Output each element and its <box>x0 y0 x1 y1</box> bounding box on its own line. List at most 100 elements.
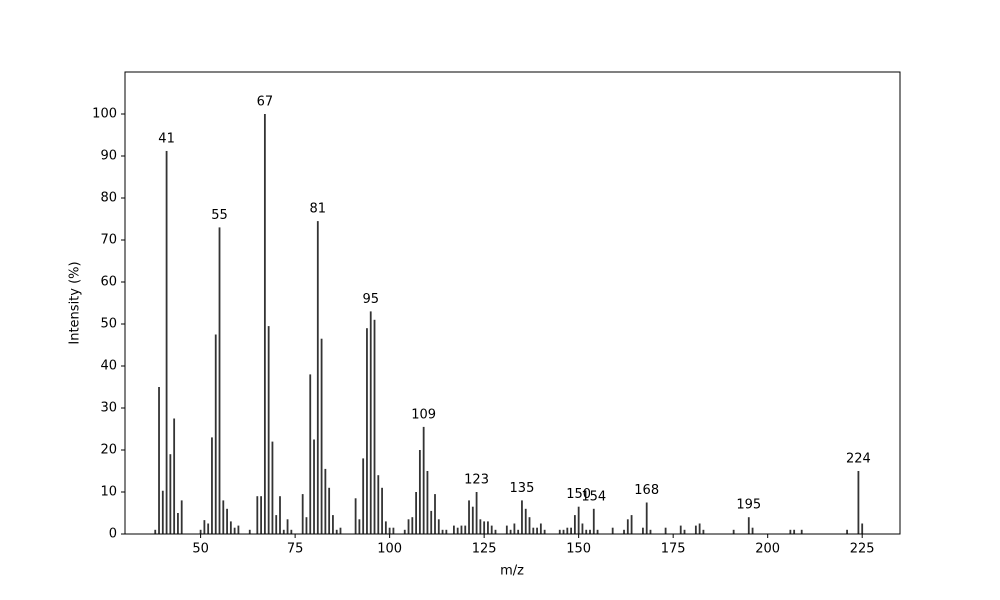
peak <box>154 529 157 534</box>
peak <box>422 426 425 534</box>
peak <box>626 519 629 534</box>
peak <box>392 527 395 534</box>
peak <box>366 328 368 534</box>
peak <box>434 494 436 534</box>
y-tick-label: 70 <box>100 233 117 248</box>
peak <box>248 529 251 534</box>
x-tick-label: 175 <box>661 542 686 557</box>
peak-label: 123 <box>464 473 489 488</box>
x-tick-label: 50 <box>192 542 209 557</box>
peak-label: 109 <box>411 407 436 422</box>
peak <box>566 527 569 534</box>
peak <box>169 454 172 534</box>
peak <box>577 506 580 534</box>
y-tick-label: 50 <box>100 317 117 332</box>
peak <box>180 500 183 534</box>
peak <box>645 502 648 534</box>
peak <box>415 492 417 534</box>
peak-label: 168 <box>634 483 659 498</box>
peak <box>199 529 202 534</box>
peak <box>789 529 792 534</box>
peak <box>233 527 236 534</box>
peak <box>483 521 486 534</box>
peak-label: 154 <box>581 489 606 504</box>
peak <box>207 523 210 534</box>
peak <box>358 519 361 534</box>
peak <box>309 374 312 534</box>
peak <box>256 496 259 534</box>
y-tick-label: 80 <box>100 191 117 206</box>
peak <box>543 529 546 534</box>
y-tick-label: 100 <box>92 107 117 122</box>
peak <box>460 525 463 534</box>
peak <box>328 487 331 534</box>
peak <box>536 527 538 534</box>
peak <box>490 525 493 534</box>
peak-label: 55 <box>211 208 228 223</box>
x-tick-label: 75 <box>287 542 304 557</box>
peak <box>214 334 217 534</box>
peak <box>453 525 455 534</box>
peak-label: 224 <box>846 452 871 467</box>
peak <box>381 487 383 534</box>
y-tick-label: 60 <box>100 275 117 290</box>
peak <box>418 450 421 534</box>
x-tick-label: 100 <box>377 542 402 557</box>
peak <box>384 521 387 534</box>
peak <box>313 439 315 534</box>
peak <box>237 525 240 534</box>
peak <box>570 527 572 534</box>
y-axis-label: Intensity (%) <box>68 261 83 344</box>
peak <box>846 529 848 534</box>
x-tick-label: 225 <box>850 542 875 557</box>
peak <box>694 525 697 534</box>
peak <box>861 523 864 534</box>
peak <box>702 529 705 534</box>
peak <box>222 500 225 534</box>
peak <box>532 527 535 534</box>
y-tick-label: 90 <box>100 149 117 164</box>
peak <box>226 508 228 534</box>
peak <box>517 529 520 534</box>
peak <box>324 468 327 534</box>
peak <box>275 515 278 534</box>
peak <box>354 498 357 534</box>
peak <box>316 221 319 534</box>
peak <box>857 471 860 534</box>
peak <box>203 520 206 534</box>
peak <box>290 529 293 534</box>
peak <box>679 525 682 534</box>
peak <box>513 523 516 534</box>
peak <box>456 527 459 534</box>
peak <box>301 494 304 534</box>
peak <box>305 517 308 534</box>
peak <box>732 529 735 534</box>
y-tick-label: 30 <box>100 401 117 416</box>
peak <box>521 500 523 534</box>
peak <box>642 527 644 534</box>
peak <box>271 441 274 534</box>
plot-frame <box>124 71 901 535</box>
peak <box>441 529 444 534</box>
peak <box>267 326 270 534</box>
peak <box>468 500 470 534</box>
peak <box>430 510 433 534</box>
peak <box>403 529 406 534</box>
peak-label: 135 <box>510 481 535 496</box>
peak <box>173 418 176 534</box>
peak <box>320 338 323 534</box>
peak <box>562 529 565 534</box>
y-tick-label: 10 <box>100 485 117 500</box>
peak <box>165 150 168 534</box>
peak <box>161 490 164 534</box>
peak <box>751 527 754 534</box>
peak <box>589 529 591 534</box>
peak <box>494 529 497 534</box>
peak <box>407 519 410 534</box>
peak <box>524 508 527 534</box>
peak <box>630 515 633 534</box>
peak <box>793 529 796 534</box>
peak <box>475 492 478 534</box>
peak <box>573 515 576 534</box>
